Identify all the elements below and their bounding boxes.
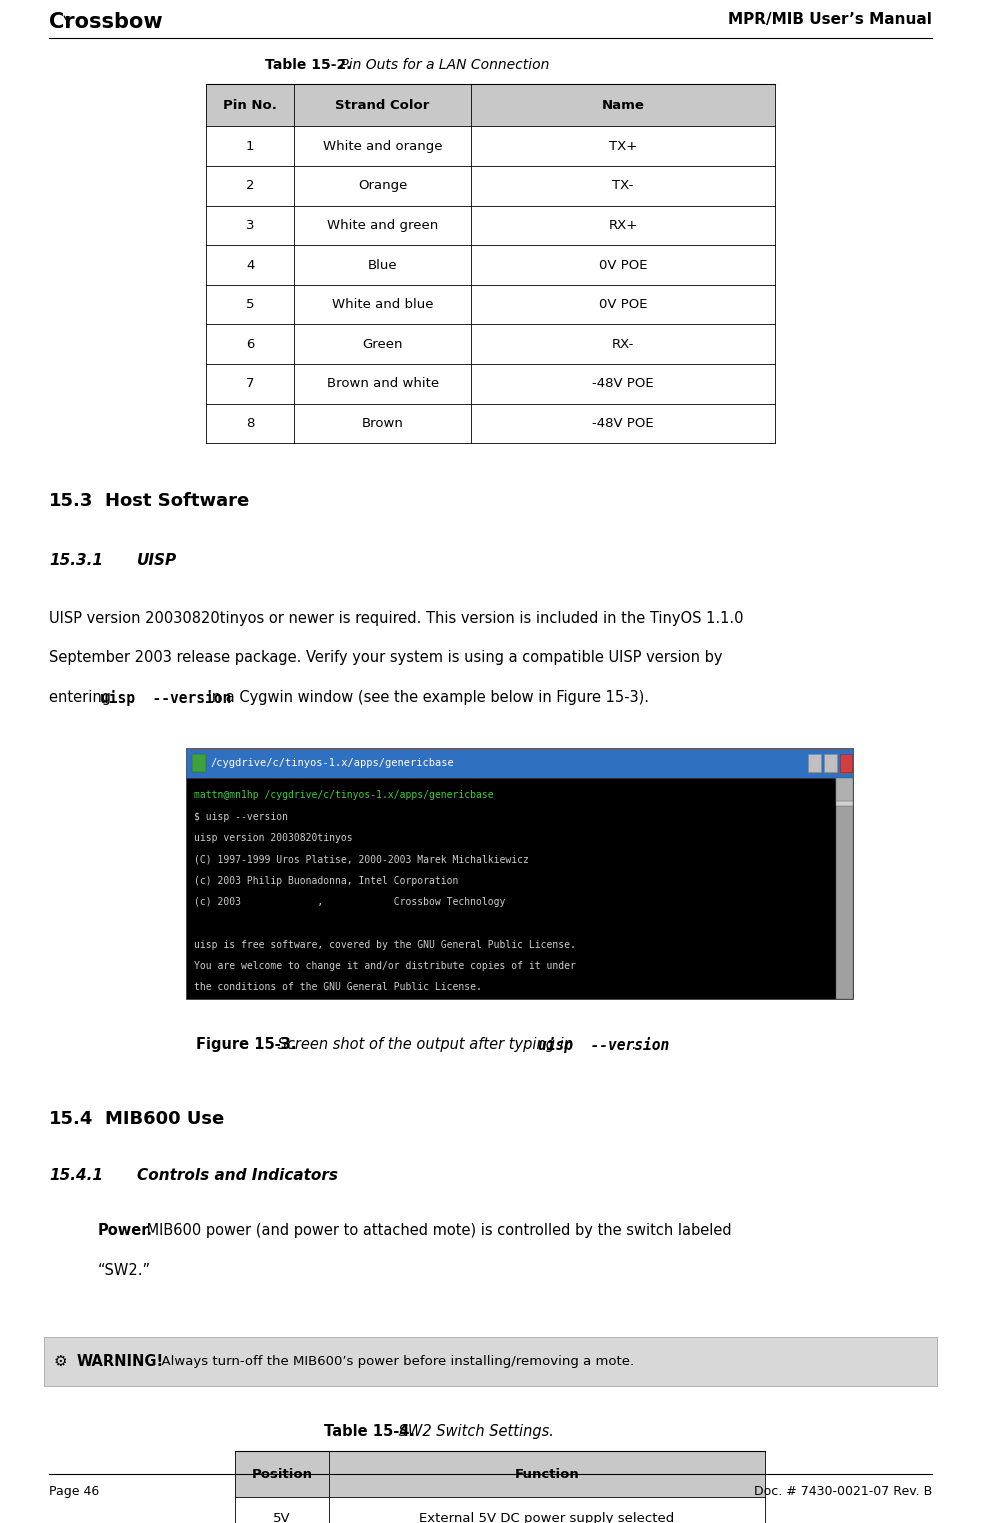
Bar bbox=[206, 84, 775, 126]
Text: -48V POE: -48V POE bbox=[593, 378, 653, 390]
Text: MIB600 Use: MIB600 Use bbox=[105, 1110, 225, 1129]
Text: Strand Color: Strand Color bbox=[336, 99, 430, 111]
Text: September 2003 release package. Verify your system is using a compatible UISP ve: September 2003 release package. Verify y… bbox=[49, 650, 723, 666]
Text: “SW2.”: “SW2.” bbox=[98, 1263, 151, 1278]
Text: MPR/MIB User’s Manual: MPR/MIB User’s Manual bbox=[728, 12, 932, 27]
Text: Always turn-off the MIB600’s power before installing/removing a mote.: Always turn-off the MIB600’s power befor… bbox=[153, 1355, 634, 1368]
Text: ⚙: ⚙ bbox=[54, 1354, 68, 1369]
Text: 15.3.1: 15.3.1 bbox=[49, 553, 103, 568]
Text: Brown and white: Brown and white bbox=[327, 378, 439, 390]
Bar bbox=[808, 754, 821, 772]
Text: RX+: RX+ bbox=[608, 219, 638, 231]
Bar bbox=[836, 778, 853, 999]
Text: Screen shot of the output after typing in: Screen shot of the output after typing i… bbox=[273, 1037, 578, 1052]
Text: RX-: RX- bbox=[612, 338, 634, 350]
Text: uisp version 20030820tinyos: uisp version 20030820tinyos bbox=[194, 833, 353, 844]
Text: 5: 5 bbox=[246, 299, 254, 311]
Text: $ uisp --version: $ uisp --version bbox=[194, 812, 288, 822]
Text: Doc. # 7430-0021-07 Rev. B: Doc. # 7430-0021-07 Rev. B bbox=[753, 1485, 932, 1499]
Text: External 5V DC power supply selected: External 5V DC power supply selected bbox=[419, 1512, 675, 1523]
Text: UISP version 20030820tinyos or newer is required. This version is included in th: UISP version 20030820tinyos or newer is … bbox=[49, 611, 744, 626]
Text: (c) 2003             ,            Crossbow Technology: (c) 2003 , Crossbow Technology bbox=[194, 897, 505, 908]
Bar bbox=[840, 754, 852, 772]
Text: uisp  --version: uisp --version bbox=[100, 690, 232, 707]
Text: 1: 1 bbox=[246, 140, 254, 152]
Text: Brown: Brown bbox=[362, 417, 403, 429]
Text: Blue: Blue bbox=[368, 259, 397, 271]
Bar bbox=[836, 778, 853, 806]
Bar bbox=[44, 1337, 937, 1386]
Text: 15.3: 15.3 bbox=[49, 492, 93, 510]
Text: Green: Green bbox=[362, 338, 403, 350]
Text: White and green: White and green bbox=[327, 219, 439, 231]
Text: Table 15-4.: Table 15-4. bbox=[324, 1424, 415, 1439]
Bar bbox=[836, 778, 853, 801]
Text: uisp is free software, covered by the GNU General Public License.: uisp is free software, covered by the GN… bbox=[194, 940, 576, 950]
Text: Pin Outs for a LAN Connection: Pin Outs for a LAN Connection bbox=[336, 58, 549, 72]
Text: (c) 2003 Philip Buonadonna, Intel Corporation: (c) 2003 Philip Buonadonna, Intel Corpor… bbox=[194, 876, 458, 886]
Text: 5V: 5V bbox=[274, 1512, 290, 1523]
Bar bbox=[186, 748, 853, 778]
Text: 3: 3 bbox=[246, 219, 254, 231]
Text: 15.4.1: 15.4.1 bbox=[49, 1168, 103, 1183]
Text: Host Software: Host Software bbox=[105, 492, 249, 510]
Text: Page 46: Page 46 bbox=[49, 1485, 99, 1499]
Text: 0V POE: 0V POE bbox=[598, 299, 647, 311]
Text: UISP: UISP bbox=[137, 553, 178, 568]
Text: Name: Name bbox=[601, 99, 645, 111]
Text: 6: 6 bbox=[246, 338, 254, 350]
Text: SW2 Switch Settings.: SW2 Switch Settings. bbox=[394, 1424, 554, 1439]
Text: 2: 2 bbox=[246, 180, 254, 192]
Text: 7: 7 bbox=[246, 378, 254, 390]
Text: 4: 4 bbox=[246, 259, 254, 271]
Text: Crossbow: Crossbow bbox=[49, 12, 163, 32]
Text: Power.: Power. bbox=[98, 1223, 153, 1238]
Text: MIB600 power (and power to attached mote) is controlled by the switch labeled: MIB600 power (and power to attached mote… bbox=[142, 1223, 732, 1238]
Text: White and orange: White and orange bbox=[323, 140, 442, 152]
Text: White and blue: White and blue bbox=[332, 299, 434, 311]
Bar bbox=[192, 754, 206, 772]
Text: Table 15-2.: Table 15-2. bbox=[265, 58, 351, 72]
Text: Orange: Orange bbox=[358, 180, 407, 192]
Bar bbox=[186, 778, 853, 999]
Text: in a Cygwin window (see the example below in Figure 15-3).: in a Cygwin window (see the example belo… bbox=[203, 690, 649, 705]
Text: the conditions of the GNU General Public License.: the conditions of the GNU General Public… bbox=[194, 982, 482, 993]
Text: Pin No.: Pin No. bbox=[224, 99, 277, 111]
Text: 0V POE: 0V POE bbox=[598, 259, 647, 271]
Text: Figure 15-3.: Figure 15-3. bbox=[196, 1037, 296, 1052]
Text: .: . bbox=[631, 1037, 636, 1052]
Text: WARNING!: WARNING! bbox=[77, 1354, 164, 1369]
Text: uisp  --version: uisp --version bbox=[538, 1037, 669, 1054]
Bar bbox=[824, 754, 837, 772]
Text: TX+: TX+ bbox=[609, 140, 637, 152]
Text: /cygdrive/c/tinyos-1.x/apps/genericbase: /cygdrive/c/tinyos-1.x/apps/genericbase bbox=[211, 758, 454, 768]
Text: Controls and Indicators: Controls and Indicators bbox=[137, 1168, 338, 1183]
Bar bbox=[235, 1451, 765, 1497]
Text: -48V POE: -48V POE bbox=[593, 417, 653, 429]
Text: mattn@mn1hp /cygdrive/c/tinyos-1.x/apps/genericbase: mattn@mn1hp /cygdrive/c/tinyos-1.x/apps/… bbox=[194, 790, 493, 801]
Text: entering: entering bbox=[49, 690, 116, 705]
Text: (C) 1997-1999 Uros Platise, 2000-2003 Marek Michalkiewicz: (C) 1997-1999 Uros Platise, 2000-2003 Ma… bbox=[194, 854, 529, 865]
Text: Function: Function bbox=[514, 1468, 580, 1480]
Text: 15.4: 15.4 bbox=[49, 1110, 93, 1129]
Text: You are welcome to change it and/or distribute copies of it under: You are welcome to change it and/or dist… bbox=[194, 961, 576, 972]
Text: Position: Position bbox=[251, 1468, 313, 1480]
Text: 8: 8 bbox=[246, 417, 254, 429]
Text: TX-: TX- bbox=[612, 180, 634, 192]
